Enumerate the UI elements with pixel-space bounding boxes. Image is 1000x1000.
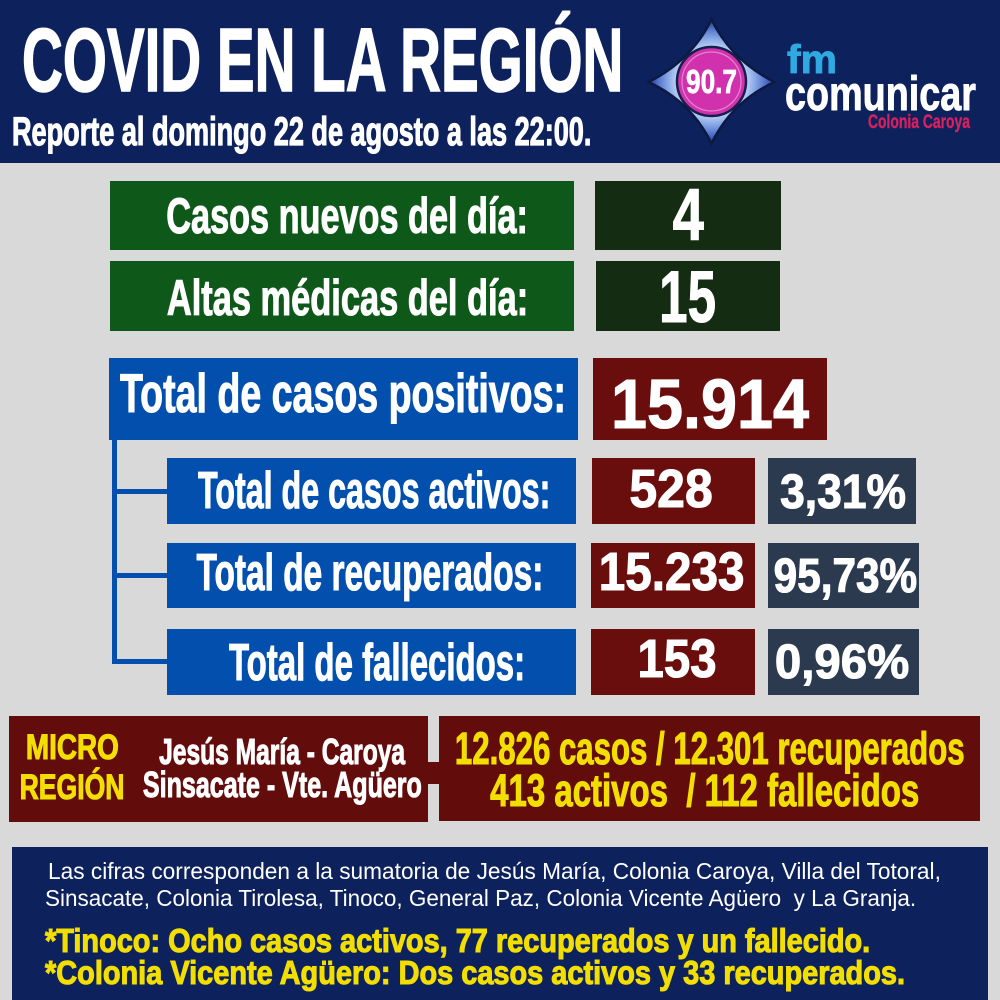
svg-text:fm: fm (787, 38, 837, 82)
svg-text:comunicar: comunicar (785, 68, 976, 121)
svg-text:Colonia Caroya: Colonia Caroya (868, 112, 970, 133)
svg-text:90.7: 90.7 (686, 63, 737, 100)
